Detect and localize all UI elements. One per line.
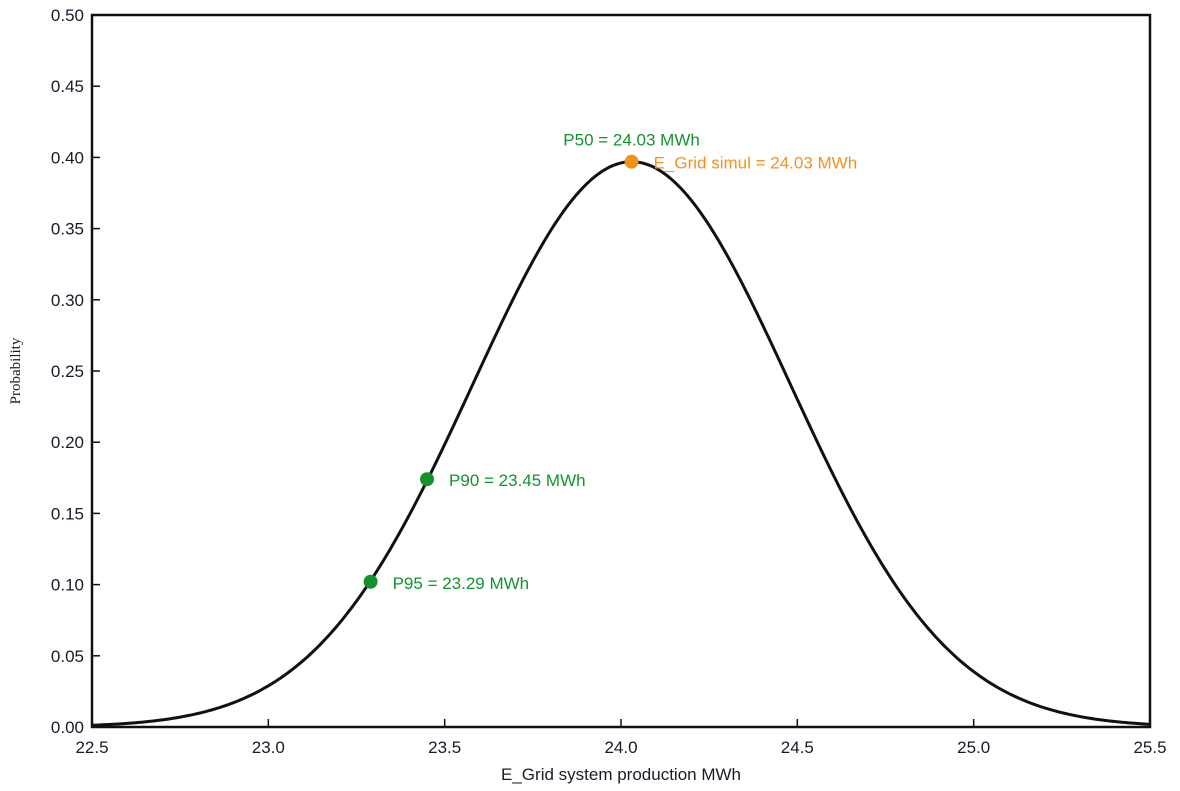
y-tick-label: 0.50: [51, 6, 84, 25]
marker-point: [420, 472, 435, 487]
x-axis-ticks: 22.5 23.0 23.5 24.0 24.5 25.0 25.5: [75, 719, 1167, 757]
p50-label: P50 = 24.03 MWh: [563, 131, 700, 150]
y-tick-label: 0.00: [51, 718, 84, 737]
x-tick-label: 22.5: [75, 738, 108, 757]
marker-label: P95 = 23.29 MWh: [393, 574, 530, 593]
marker-point: [363, 574, 378, 589]
y-axis-label: Probability: [8, 337, 24, 404]
y-tick-label: 0.15: [51, 504, 84, 523]
marker-label: P90 = 23.45 MWh: [449, 471, 586, 490]
x-tick-label: 23.0: [252, 738, 285, 757]
x-tick-label: 23.5: [428, 738, 461, 757]
y-axis-ticks: 0.00 0.05 0.10 0.15 0.20 0.25 0.30 0.35 0.40 0.45…: [51, 6, 100, 737]
y-tick-label: 0.05: [51, 647, 84, 666]
marker-label: E_Grid simul = 24.03 MWh: [654, 154, 858, 173]
y-tick-label: 0.35: [51, 220, 84, 239]
annotations: P50 = 24.03 MWh: [563, 131, 700, 150]
y-tick-label: 0.20: [51, 433, 84, 452]
marker-point: [624, 154, 639, 169]
y-tick-label: 0.40: [51, 148, 84, 167]
x-tick-label: 24.0: [604, 738, 637, 757]
y-tick-label: 0.45: [51, 77, 84, 96]
y-tick-label: 0.25: [51, 362, 84, 381]
distribution-curve: [91, 160, 1151, 727]
x-tick-label: 25.0: [957, 738, 990, 757]
x-tick-label: 25.5: [1133, 738, 1166, 757]
x-axis-label: E_Grid system production MWh: [501, 765, 741, 784]
markers: E_Grid simul = 24.03 MWh P90 = 23.45 MWh P…: [363, 154, 858, 593]
y-tick-label: 0.30: [51, 291, 84, 310]
x-tick-label: 24.5: [781, 738, 814, 757]
y-tick-label: 0.10: [51, 576, 84, 595]
plot-frame: [90, 13, 1152, 729]
